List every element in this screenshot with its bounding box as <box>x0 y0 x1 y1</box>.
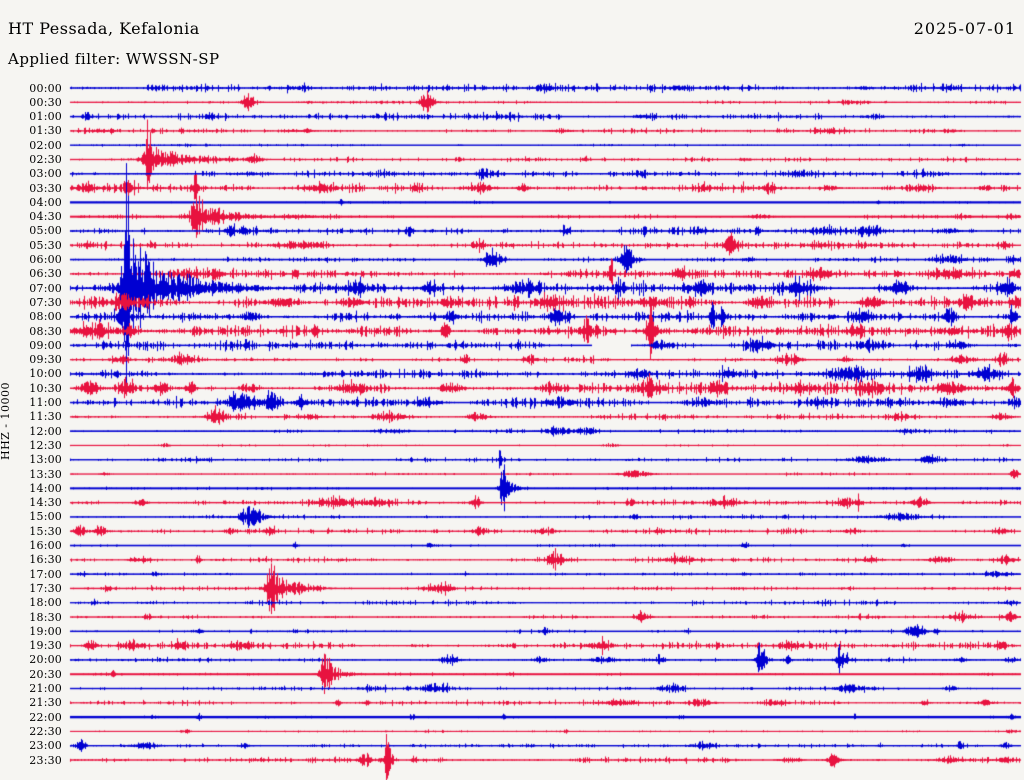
row-time-label: 09:30 <box>29 353 62 367</box>
row-time-label: 06:30 <box>29 267 62 281</box>
row-time-label: 15:00 <box>29 510 62 524</box>
row-time-label: 17:00 <box>29 567 62 581</box>
row-time-label: 00:30 <box>29 95 62 109</box>
row-time-label: 02:30 <box>29 152 62 166</box>
row-time-label: 21:00 <box>29 682 62 696</box>
row-time-label: 22:30 <box>29 724 62 738</box>
row-time-label: 20:00 <box>29 653 62 667</box>
row-time-label: 19:30 <box>29 639 62 653</box>
row-time-label: 08:30 <box>29 324 62 338</box>
row-time-label: 13:00 <box>29 453 62 467</box>
row-time-label: 12:00 <box>29 424 62 438</box>
row-time-label: 09:00 <box>29 338 62 352</box>
row-time-label: 04:00 <box>29 195 62 209</box>
row-time-label: 16:30 <box>29 553 62 567</box>
row-time-label: 08:00 <box>29 310 62 324</box>
row-time-label: 13:30 <box>29 467 62 481</box>
row-time-label: 05:00 <box>29 224 62 238</box>
row-time-label: 23:00 <box>29 739 62 753</box>
row-time-label: 22:00 <box>29 710 62 724</box>
row-time-label: 12:30 <box>29 438 62 452</box>
row-time-label: 15:30 <box>29 524 62 538</box>
row-labels: 00:00 00:30 01:00 01:30 02:00 02:30 03:00 03:30… <box>0 0 62 780</box>
row-time-label: 11:30 <box>29 410 62 424</box>
row-time-label: 21:30 <box>29 696 62 710</box>
row-time-label: 20:30 <box>29 667 62 681</box>
row-time-label: 07:00 <box>29 281 62 295</box>
station-title: HT Pessada, Kefalonia <box>8 19 200 38</box>
row-time-label: 19:00 <box>29 624 62 638</box>
row-time-label: 14:30 <box>29 496 62 510</box>
row-time-label: 05:30 <box>29 238 62 252</box>
row-time-label: 01:30 <box>29 124 62 138</box>
row-time-label: 01:00 <box>29 110 62 124</box>
row-time-label: 14:00 <box>29 481 62 495</box>
row-time-label: 03:30 <box>29 181 62 195</box>
date-label: 2025-07-01 <box>913 19 1016 38</box>
row-time-label: 10:00 <box>29 367 62 381</box>
row-time-label: 02:00 <box>29 138 62 152</box>
row-time-label: 18:30 <box>29 610 62 624</box>
row-time-label: 04:30 <box>29 210 62 224</box>
applied-filter-label: Applied filter: WWSSN-SP <box>8 50 220 68</box>
row-time-label: 11:00 <box>29 396 62 410</box>
row-time-label: 16:00 <box>29 539 62 553</box>
row-time-label: 03:00 <box>29 167 62 181</box>
row-time-label: 07:30 <box>29 295 62 309</box>
row-time-label: 23:30 <box>29 753 62 767</box>
row-time-label: 10:30 <box>29 381 62 395</box>
row-time-label: 00:00 <box>29 81 62 95</box>
row-time-label: 17:30 <box>29 581 62 595</box>
row-time-label: 18:00 <box>29 596 62 610</box>
row-time-label: 06:00 <box>29 253 62 267</box>
